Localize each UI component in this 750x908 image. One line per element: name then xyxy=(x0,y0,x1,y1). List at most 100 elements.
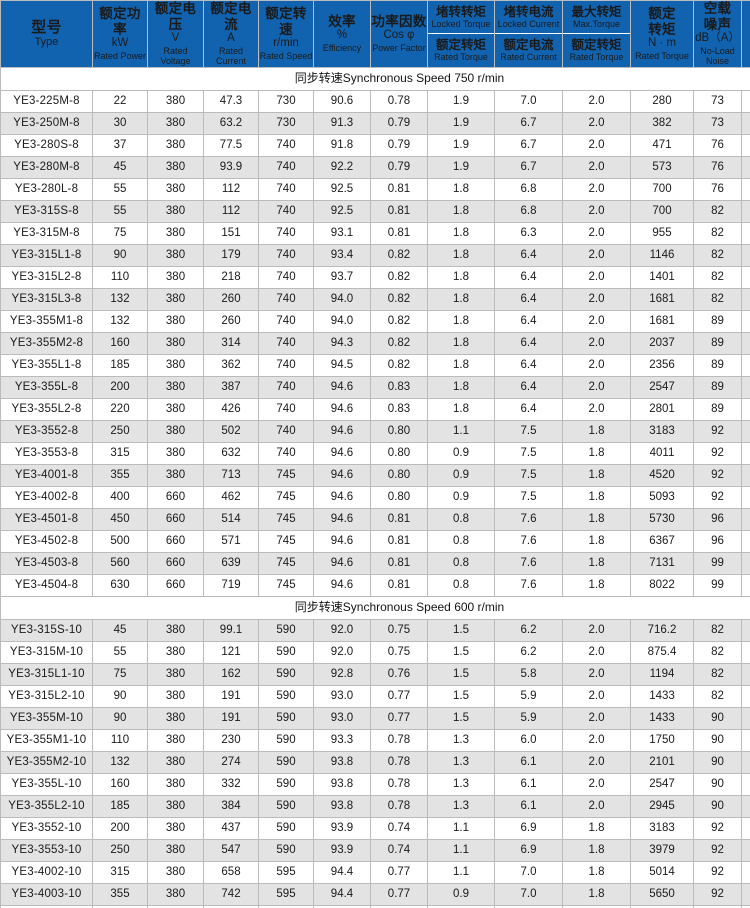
col-no-load-noise: 空载 噪声 dB（A） No-Load Noise xyxy=(693,0,742,68)
cell-value: 90 xyxy=(92,243,148,267)
cell-value: 73 xyxy=(693,111,742,135)
cell-value: 362 xyxy=(203,353,259,377)
col-type-en: Type xyxy=(34,36,59,49)
cell-value: 2.0 xyxy=(562,221,631,245)
cell-value: 1.9 xyxy=(427,89,495,113)
cell-value: 6.4 xyxy=(494,331,563,355)
cell-value: 925 xyxy=(741,640,750,664)
cell-value: 1401 xyxy=(630,265,694,289)
cell-value: 590 xyxy=(258,816,314,840)
cell-value: 7.6 xyxy=(494,551,563,575)
cell-value: 315 xyxy=(92,860,148,884)
cell-value: 63.2 xyxy=(203,111,259,135)
cell-model: YE3-315L2-8 xyxy=(0,265,93,289)
cell-value: 1840 xyxy=(741,353,750,377)
cell-value: 457 xyxy=(741,133,750,157)
cell-value: 6.7 xyxy=(494,155,563,179)
col-rated-torque-cn2: 转矩 xyxy=(648,21,676,37)
cell-value: 2.0 xyxy=(562,397,631,421)
cell-value: 82 xyxy=(693,640,742,664)
cell-model: YE3-355M-10 xyxy=(0,706,93,730)
cell-value: 121 xyxy=(203,640,259,664)
cell-value: 200 xyxy=(92,375,148,399)
cell-value: 93.0 xyxy=(313,706,371,730)
cell-model: YE3-315M-8 xyxy=(0,221,93,245)
cell-value: 380 xyxy=(147,353,204,377)
cell-value: 90.6 xyxy=(313,89,371,113)
locked-torque-en: Locked Torque xyxy=(431,18,491,29)
cell-value: 2.0 xyxy=(562,728,631,752)
cell-value: 0.83 xyxy=(370,397,428,421)
cell-value: 0.77 xyxy=(370,860,428,884)
cell-value: 522 xyxy=(741,155,750,179)
cell-value: 742 xyxy=(203,882,259,906)
cell-value: 218 xyxy=(203,265,259,289)
cell-value: 0.9 xyxy=(427,485,495,509)
cell-value: 355 xyxy=(92,463,148,487)
cell-value: 7.6 xyxy=(494,529,563,553)
cell-value: 89 xyxy=(693,353,742,377)
cell-value: 45 xyxy=(92,155,148,179)
cell-model: YE3-355M2-10 xyxy=(0,750,93,774)
cell-value: 7.0 xyxy=(494,89,563,113)
cell-value: 1146 xyxy=(630,243,694,267)
cell-value: 1.8 xyxy=(427,309,495,333)
cell-value: 5650 xyxy=(630,882,694,906)
table-row: YE3-280L-8 55 380 112 740 92.5 0.81 1.8 6.8 2.0 70… xyxy=(0,177,750,201)
cell-model: YE3-355L2-8 xyxy=(0,397,93,421)
cell-value: 1.5 xyxy=(427,618,495,642)
cell-value: 2547 xyxy=(630,375,694,399)
cell-value: 82 xyxy=(693,684,742,708)
cell-value: 6.3 xyxy=(494,221,563,245)
locked-current-den-cn: 额定电流 xyxy=(503,37,554,52)
cell-value: 90 xyxy=(92,706,148,730)
cell-value: 590 xyxy=(258,640,314,664)
cell-value: 380 xyxy=(147,684,204,708)
cell-value: 380 xyxy=(147,221,204,245)
cell-value: 7131 xyxy=(630,551,694,575)
cell-value: 82 xyxy=(693,618,742,642)
col-rated-torque: 额定 转矩 N · m Rated Torque xyxy=(630,0,694,68)
col-power-factor-cn: 功率因数 xyxy=(371,13,427,29)
table-row: YE3-4002-10 315 380 658 595 94.4 0.77 1.1 7.0 1.8… xyxy=(0,860,750,884)
cell-value: 380 xyxy=(147,816,204,840)
cell-value: 2870 xyxy=(741,816,750,840)
noise-en1: No-Load xyxy=(700,45,735,56)
cell-model: YE3-4003-10 xyxy=(0,882,93,906)
cell-value: 0.78 xyxy=(370,89,428,113)
cell-value: 1580 xyxy=(741,309,750,333)
cell-value: 82 xyxy=(693,199,742,223)
cell-value: 385 xyxy=(741,111,750,135)
cell-value: 280 xyxy=(630,89,694,113)
cell-value: 1.8 xyxy=(427,287,495,311)
cell-value: 0.77 xyxy=(370,882,428,906)
cell-value: 875.4 xyxy=(630,640,694,664)
cell-value: 47.3 xyxy=(203,89,259,113)
cell-model: YE3-355M2-8 xyxy=(0,331,93,355)
cell-value: 94.6 xyxy=(313,441,371,465)
cell-value: 1950 xyxy=(741,794,750,818)
cell-value: 0.77 xyxy=(370,684,428,708)
cell-value: 94.6 xyxy=(313,375,371,399)
col-rated-speed-cn: 额定转速 xyxy=(265,6,307,37)
cell-model: YE3-4503-8 xyxy=(0,551,93,575)
cell-value: 92 xyxy=(693,882,742,906)
cell-value: 0.81 xyxy=(370,573,428,597)
col-rated-voltage-cn: 额定电压 xyxy=(154,1,197,32)
cell-value: 380 xyxy=(147,838,204,862)
cell-value: 2037 xyxy=(630,331,694,355)
cell-value: 380 xyxy=(147,706,204,730)
table-row: YE3-225M-8 22 380 47.3 730 90.6 0.78 1.9 7.0 2.0 2… xyxy=(0,89,750,113)
cell-value: 110 xyxy=(92,728,148,752)
table-row: YE3-315L3-8 132 380 260 740 94.0 0.82 1.8 6.4 2.0… xyxy=(0,287,750,311)
cell-value: 260 xyxy=(203,287,259,311)
cell-value: 94.6 xyxy=(313,507,371,531)
locked-current-den-en: Rated Current xyxy=(500,52,557,63)
max-torque-en: Max.Torque xyxy=(572,18,621,29)
cell-value: 2.0 xyxy=(562,199,631,223)
table-body: 同步转速Synchronous Speed 750 r/min YE3-225M-… xyxy=(0,66,750,908)
cell-value: 740 xyxy=(258,243,314,267)
cell-value: 1.8 xyxy=(562,860,631,884)
table-row: YE3-315S-8 55 380 112 740 92.5 0.81 1.8 6.8 2.0 70… xyxy=(0,199,750,223)
cell-value: 2.0 xyxy=(562,89,631,113)
